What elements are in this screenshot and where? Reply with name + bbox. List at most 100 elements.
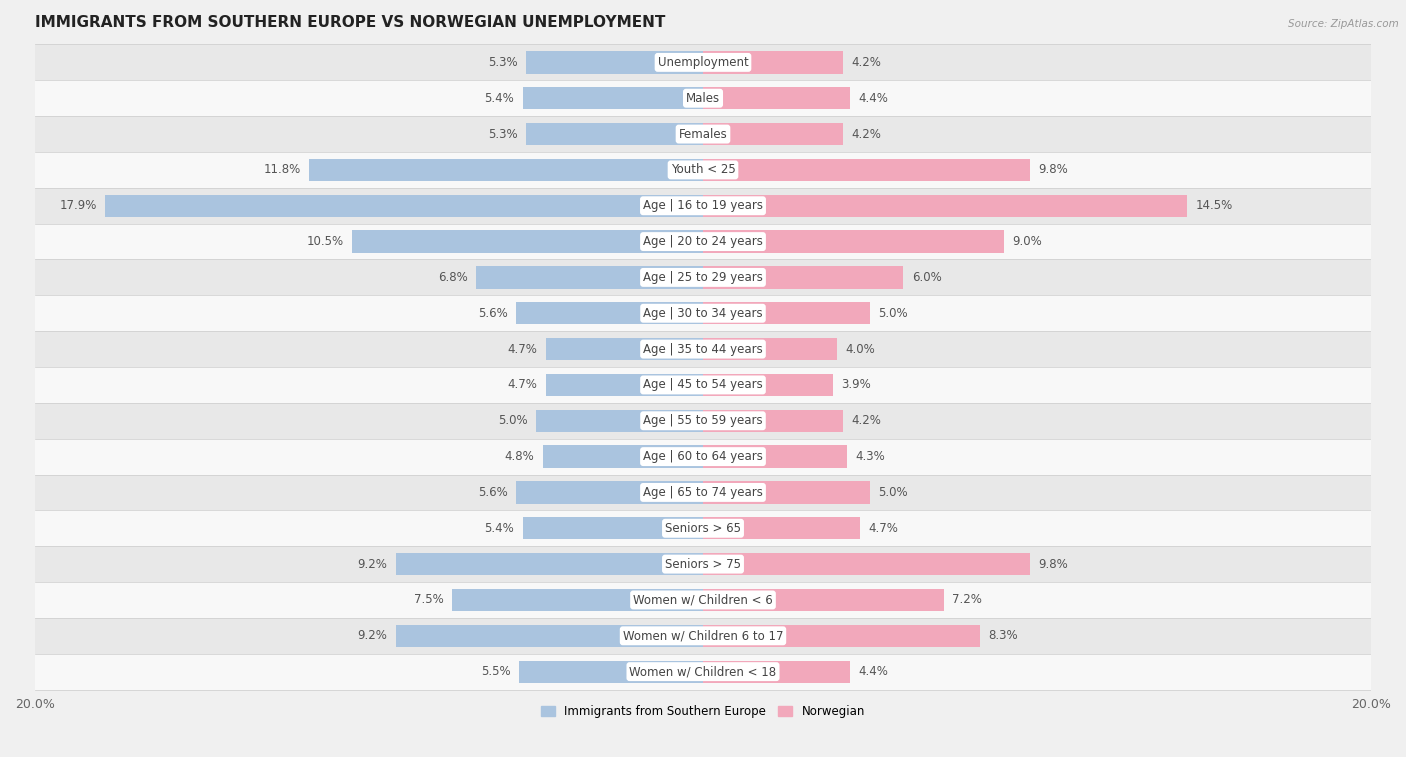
Text: 5.6%: 5.6% xyxy=(478,486,508,499)
Bar xyxy=(516,302,703,324)
Bar xyxy=(35,260,1371,295)
Bar xyxy=(526,123,703,145)
Text: Males: Males xyxy=(686,92,720,104)
Text: 11.8%: 11.8% xyxy=(263,164,301,176)
Text: 9.0%: 9.0% xyxy=(1012,235,1042,248)
Bar xyxy=(35,403,1371,439)
Text: Females: Females xyxy=(679,128,727,141)
Text: 4.4%: 4.4% xyxy=(858,92,889,104)
Text: 4.2%: 4.2% xyxy=(852,414,882,427)
Bar xyxy=(35,510,1371,547)
Bar xyxy=(703,661,851,683)
Bar xyxy=(703,517,860,540)
Bar xyxy=(523,87,703,109)
Text: 4.7%: 4.7% xyxy=(508,343,537,356)
Bar xyxy=(475,266,703,288)
Bar xyxy=(703,374,834,396)
Bar xyxy=(35,116,1371,152)
Text: 3.9%: 3.9% xyxy=(842,378,872,391)
Bar xyxy=(453,589,703,611)
Bar xyxy=(35,582,1371,618)
Text: 5.3%: 5.3% xyxy=(488,56,517,69)
Bar xyxy=(35,331,1371,367)
Text: 5.6%: 5.6% xyxy=(478,307,508,319)
Text: 5.4%: 5.4% xyxy=(485,92,515,104)
Text: Age | 55 to 59 years: Age | 55 to 59 years xyxy=(643,414,763,427)
Text: Youth < 25: Youth < 25 xyxy=(671,164,735,176)
Bar xyxy=(526,51,703,73)
Text: 5.0%: 5.0% xyxy=(879,486,908,499)
Text: 7.2%: 7.2% xyxy=(952,593,981,606)
Bar xyxy=(703,553,1031,575)
Text: Age | 20 to 24 years: Age | 20 to 24 years xyxy=(643,235,763,248)
Text: 10.5%: 10.5% xyxy=(307,235,344,248)
Text: Source: ZipAtlas.com: Source: ZipAtlas.com xyxy=(1288,19,1399,29)
Bar xyxy=(703,159,1031,181)
Text: 17.9%: 17.9% xyxy=(59,199,97,212)
Text: Seniors > 75: Seniors > 75 xyxy=(665,558,741,571)
Bar xyxy=(523,517,703,540)
Text: 4.0%: 4.0% xyxy=(845,343,875,356)
Bar xyxy=(35,618,1371,654)
Text: 5.0%: 5.0% xyxy=(498,414,527,427)
Bar xyxy=(35,80,1371,116)
Bar xyxy=(703,87,851,109)
Text: Age | 25 to 29 years: Age | 25 to 29 years xyxy=(643,271,763,284)
Bar xyxy=(703,230,1004,253)
Text: 4.7%: 4.7% xyxy=(508,378,537,391)
Bar xyxy=(546,338,703,360)
Text: Age | 16 to 19 years: Age | 16 to 19 years xyxy=(643,199,763,212)
Bar xyxy=(519,661,703,683)
Bar xyxy=(516,481,703,503)
Bar xyxy=(703,266,904,288)
Text: IMMIGRANTS FROM SOUTHERN EUROPE VS NORWEGIAN UNEMPLOYMENT: IMMIGRANTS FROM SOUTHERN EUROPE VS NORWE… xyxy=(35,15,665,30)
Bar xyxy=(105,195,703,217)
Text: Age | 30 to 34 years: Age | 30 to 34 years xyxy=(643,307,763,319)
Text: Age | 65 to 74 years: Age | 65 to 74 years xyxy=(643,486,763,499)
Text: Age | 35 to 44 years: Age | 35 to 44 years xyxy=(643,343,763,356)
Bar xyxy=(703,410,844,432)
Bar xyxy=(536,410,703,432)
Text: 4.8%: 4.8% xyxy=(505,450,534,463)
Text: 9.8%: 9.8% xyxy=(1039,164,1069,176)
Text: 4.7%: 4.7% xyxy=(869,522,898,534)
Text: 5.3%: 5.3% xyxy=(488,128,517,141)
Bar xyxy=(309,159,703,181)
Text: 9.2%: 9.2% xyxy=(357,629,387,642)
Bar xyxy=(703,625,980,647)
Bar xyxy=(35,223,1371,260)
Text: 14.5%: 14.5% xyxy=(1195,199,1233,212)
Text: 9.2%: 9.2% xyxy=(357,558,387,571)
Text: Age | 60 to 64 years: Age | 60 to 64 years xyxy=(643,450,763,463)
Bar xyxy=(546,374,703,396)
Bar xyxy=(703,51,844,73)
Text: 9.8%: 9.8% xyxy=(1039,558,1069,571)
Text: 4.4%: 4.4% xyxy=(858,665,889,678)
Text: Women w/ Children 6 to 17: Women w/ Children 6 to 17 xyxy=(623,629,783,642)
Bar xyxy=(35,188,1371,223)
Bar xyxy=(395,625,703,647)
Bar xyxy=(35,45,1371,80)
Text: 4.3%: 4.3% xyxy=(855,450,884,463)
Bar xyxy=(703,446,846,468)
Bar xyxy=(35,439,1371,475)
Text: 6.0%: 6.0% xyxy=(911,271,942,284)
Legend: Immigrants from Southern Europe, Norwegian: Immigrants from Southern Europe, Norwegi… xyxy=(536,701,870,723)
Text: Age | 45 to 54 years: Age | 45 to 54 years xyxy=(643,378,763,391)
Text: Unemployment: Unemployment xyxy=(658,56,748,69)
Text: 5.5%: 5.5% xyxy=(481,665,510,678)
Bar xyxy=(703,123,844,145)
Text: Seniors > 65: Seniors > 65 xyxy=(665,522,741,534)
Text: 4.2%: 4.2% xyxy=(852,128,882,141)
Bar xyxy=(703,195,1187,217)
Text: 8.3%: 8.3% xyxy=(988,629,1018,642)
Bar xyxy=(35,367,1371,403)
Text: 7.5%: 7.5% xyxy=(415,593,444,606)
Text: Women w/ Children < 6: Women w/ Children < 6 xyxy=(633,593,773,606)
Bar xyxy=(703,302,870,324)
Bar xyxy=(353,230,703,253)
Bar xyxy=(703,481,870,503)
Bar xyxy=(35,654,1371,690)
Text: 6.8%: 6.8% xyxy=(437,271,468,284)
Bar xyxy=(35,152,1371,188)
